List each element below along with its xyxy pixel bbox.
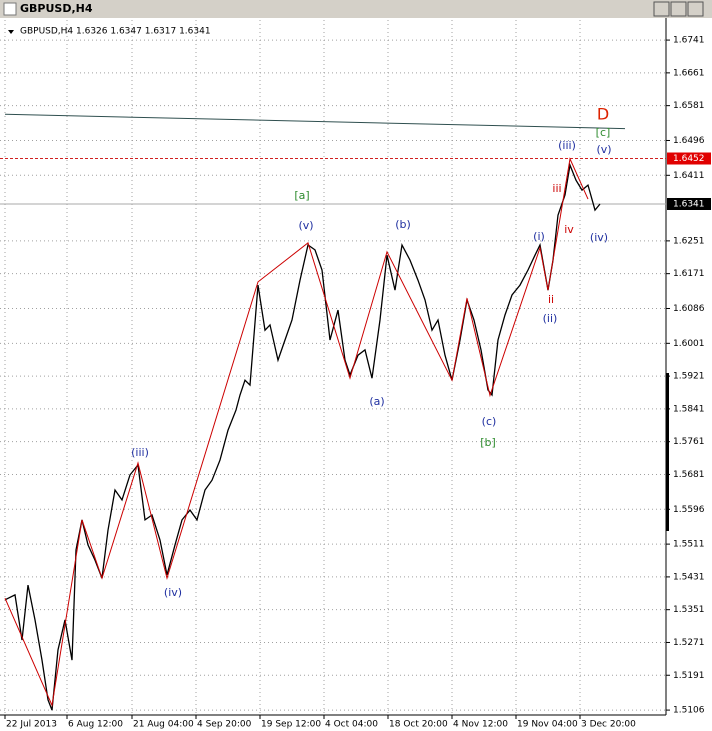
quote-info: GBPUSD,H4 1.6326 1.6347 1.6317 1.6341 xyxy=(20,27,211,37)
wave-label: (b) xyxy=(395,218,411,231)
wave-label: D xyxy=(597,105,609,124)
wave-label: (ii) xyxy=(543,312,558,325)
y-tick-label: 1.6496 xyxy=(673,136,705,146)
wave-label: iii xyxy=(552,182,561,195)
wave-label: (c) xyxy=(482,415,497,428)
ask-label-bg xyxy=(667,152,711,165)
last-price-label: 1.6341 xyxy=(673,199,705,209)
wave-label: (a) xyxy=(369,395,384,408)
y-tick-label: 1.6086 xyxy=(673,304,705,314)
wave-label: ii xyxy=(548,293,554,306)
wave-label: (i) xyxy=(533,230,545,243)
y-tick-label: 1.6581 xyxy=(673,101,705,111)
x-tick-label: 21 Aug 04:00 xyxy=(133,720,194,730)
y-tick-label: 1.6171 xyxy=(673,269,705,279)
y-tick-label: 1.6661 xyxy=(673,68,705,78)
y-tick-label: 1.6741 xyxy=(673,36,705,46)
x-tick-label: 4 Nov 12:00 xyxy=(453,720,508,730)
y-tick-label: 1.5761 xyxy=(673,437,705,447)
y-tick-label: 1.5841 xyxy=(673,404,705,414)
chart-area xyxy=(0,18,712,731)
wave-label: [b] xyxy=(480,436,496,449)
ask-label: 1.6452 xyxy=(673,154,705,164)
title-bar xyxy=(0,0,712,18)
y-tick-label: 1.5596 xyxy=(673,505,705,515)
y-tick-label: 1.5431 xyxy=(673,572,705,582)
wave-label: (iv) xyxy=(164,586,182,599)
symbol-arrow xyxy=(8,30,14,34)
x-tick-label: 22 Jul 2013 xyxy=(6,720,57,730)
wave-line xyxy=(4,157,589,707)
y-tick-label: 1.5681 xyxy=(673,470,705,480)
y-tick-label: 1.6001 xyxy=(673,339,705,349)
x-tick-label: 4 Sep 20:00 xyxy=(197,720,252,730)
y-tick-label: 1.6251 xyxy=(673,236,705,246)
wave-label: (iii) xyxy=(558,139,576,152)
y-tick-label: 1.5921 xyxy=(673,372,705,382)
y-tick-label: 1.6411 xyxy=(673,171,705,181)
axis-marker xyxy=(666,373,669,531)
wave-label: [c] xyxy=(596,126,611,139)
x-tick-label: 4 Oct 04:00 xyxy=(325,720,378,730)
last-price-bg xyxy=(667,197,711,210)
wave-label: (iii) xyxy=(131,446,149,459)
x-tick-label: 6 Aug 12:00 xyxy=(68,720,123,730)
wave-label: iv xyxy=(564,223,574,236)
window-icon xyxy=(3,2,17,16)
y-tick-label: 1.5191 xyxy=(673,671,705,681)
wave-label: (iv) xyxy=(590,231,608,244)
x-tick-label: 19 Nov 04:00 xyxy=(517,720,578,730)
trend-line xyxy=(4,113,626,130)
wave-label: (v) xyxy=(298,219,313,232)
x-tick-label: 18 Oct 20:00 xyxy=(389,720,448,730)
y-tick-label: 1.5351 xyxy=(673,605,705,615)
y-tick-label: 1.5271 xyxy=(673,638,705,648)
close-button[interactable] xyxy=(687,1,704,17)
wave-label: (v) xyxy=(596,143,611,156)
minimize-button[interactable] xyxy=(653,1,670,17)
x-tick-label: 3 Dec 20:00 xyxy=(581,720,636,730)
x-tick-label: 19 Sep 12:00 xyxy=(261,720,321,730)
window-title: GBPUSD,H4 xyxy=(20,2,93,15)
y-tick-label: 1.5511 xyxy=(673,540,705,550)
y-tick-label: 1.5106 xyxy=(673,706,705,716)
wave-label: [a] xyxy=(294,189,309,202)
maximize-button[interactable] xyxy=(670,1,687,17)
